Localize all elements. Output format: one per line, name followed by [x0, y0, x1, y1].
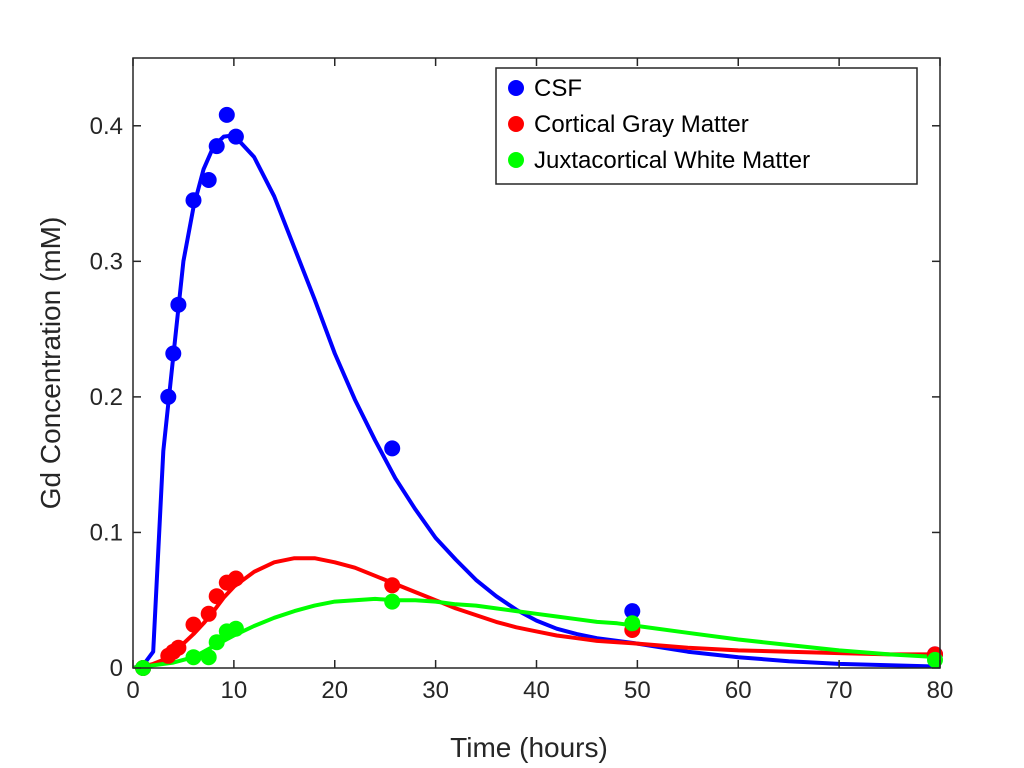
data-point-series-0-2 — [165, 345, 182, 362]
data-point-series-2-7 — [624, 615, 641, 632]
data-point-series-0-4 — [185, 192, 202, 209]
data-point-series-2-8 — [927, 651, 943, 668]
data-point-series-2-5 — [227, 620, 244, 637]
legend-marker — [508, 116, 524, 132]
legend-marker — [508, 152, 524, 168]
legend-entry-label: CSF — [534, 75, 582, 102]
y-tick-label: 0.1 — [90, 519, 123, 546]
data-point-series-1-4 — [185, 616, 202, 633]
legend-entry-label: Cortical Gray Matter — [534, 111, 749, 138]
data-point-series-0-9 — [384, 440, 401, 457]
data-point-series-0-1 — [160, 388, 177, 405]
data-point-series-0-3 — [170, 296, 187, 313]
data-point-series-0-5 — [200, 172, 217, 188]
data-points — [135, 106, 943, 676]
data-point-series-1-5 — [200, 605, 217, 622]
data-point-series-1-3 — [170, 639, 187, 656]
tick-labels: 0 10 20 30 40 50 60 70 80 0 0.1 0.2 0.3 0.4 — [90, 113, 954, 704]
x-tick-label: 20 — [321, 677, 348, 704]
y-tick-label: 0.2 — [90, 384, 123, 411]
legend: CSF Cortical Gray Matter Juxtacortical Whi… — [495, 67, 918, 185]
data-point-series-0-7 — [218, 106, 235, 123]
data-point-series-0-6 — [208, 138, 225, 155]
x-tick-label: 40 — [523, 677, 550, 704]
data-point-series-2-6 — [384, 593, 401, 610]
x-tick-label: 30 — [422, 677, 449, 704]
x-axis-label: Time (hours) — [450, 732, 608, 763]
x-tick-label: 60 — [725, 677, 752, 704]
data-point-series-1-8 — [227, 570, 244, 587]
data-point-series-1-6 — [208, 588, 225, 605]
data-point-series-2-3 — [208, 634, 225, 651]
x-tick-label: 0 — [126, 677, 139, 704]
legend-entry-label: Juxtacortical White Matter — [534, 147, 810, 174]
x-tick-label: 50 — [624, 677, 651, 704]
data-point-series-2-2 — [200, 649, 217, 666]
x-tick-label: 80 — [927, 677, 954, 704]
legend-marker — [508, 80, 524, 96]
data-point-series-0-10 — [624, 603, 641, 620]
data-point-series-1-9 — [384, 577, 401, 594]
y-tick-label: 0 — [110, 655, 123, 682]
y-axis-label: Gd Concentration (mM) — [35, 217, 66, 510]
data-point-series-2-1 — [185, 649, 202, 666]
axes — [132, 57, 941, 669]
data-point-series-0-8 — [227, 128, 244, 145]
legend-box — [495, 67, 918, 185]
x-tick-label: 10 — [221, 677, 248, 704]
x-tick-label: 70 — [826, 677, 853, 704]
y-tick-label: 0.3 — [90, 248, 123, 275]
y-tick-label: 0.4 — [90, 113, 123, 140]
